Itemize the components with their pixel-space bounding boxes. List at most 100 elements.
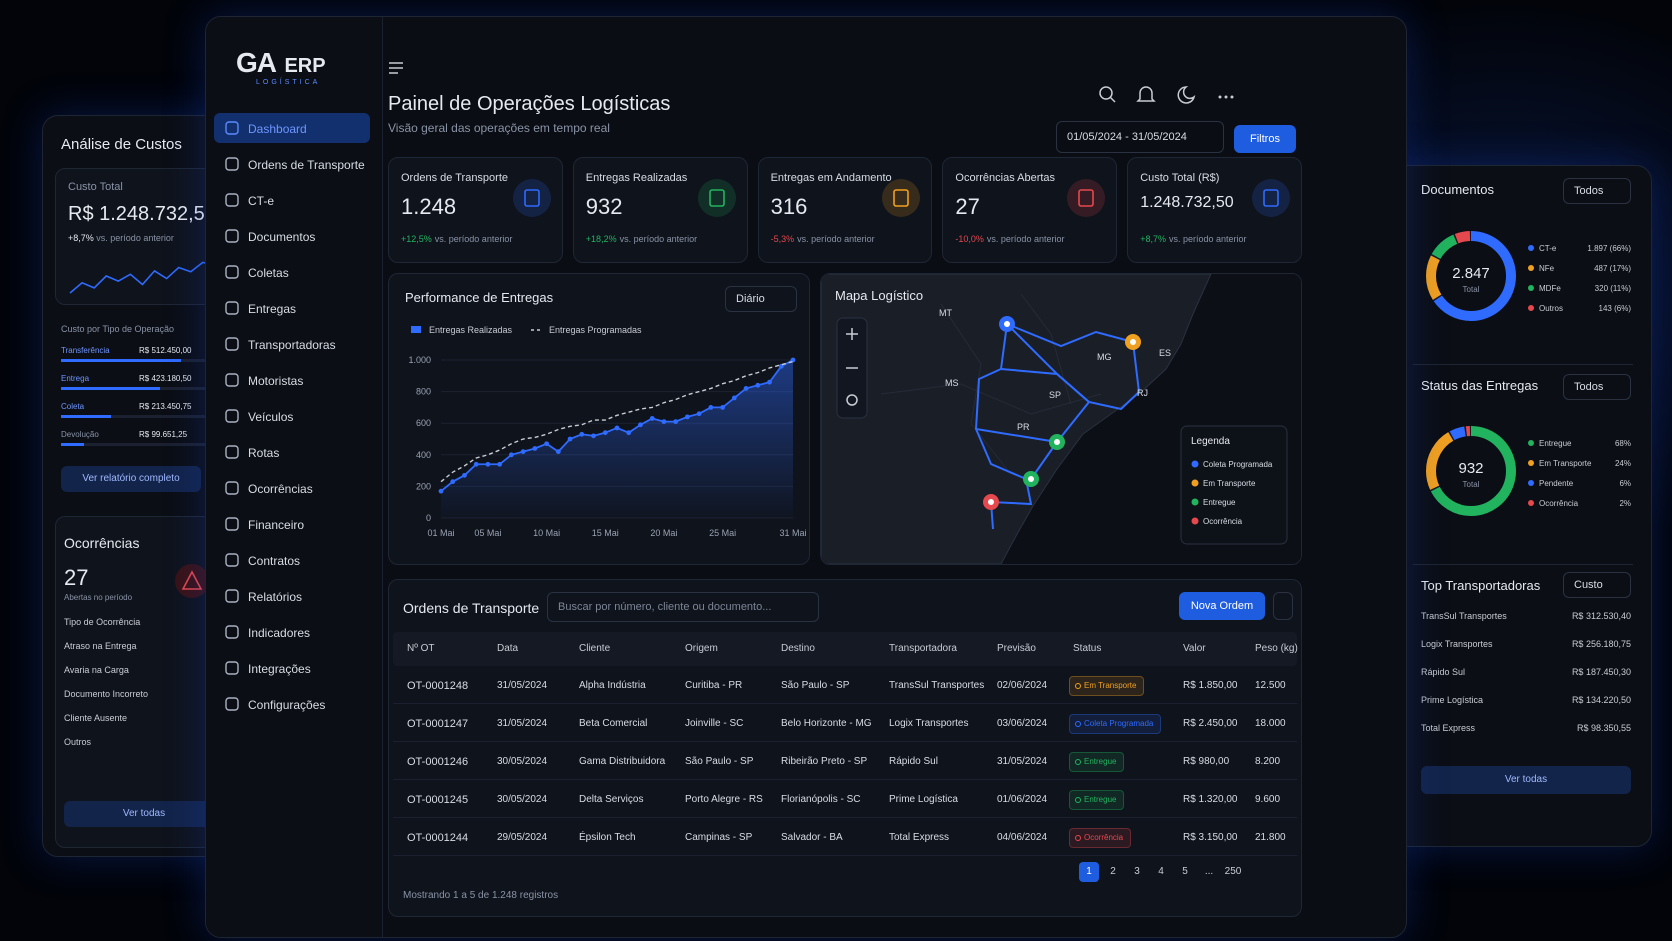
- occurrence-item: Cliente Ausente: [64, 713, 128, 723]
- status-dot: [1075, 683, 1081, 689]
- date-range[interactable]: 01/05/2024 - 31/05/2024: [1056, 121, 1224, 153]
- nav-label: Ocorrências: [248, 482, 313, 496]
- page-button[interactable]: 2: [1110, 866, 1116, 877]
- zoom-controls[interactable]: [836, 317, 868, 419]
- nav-icon-shape: [225, 265, 239, 279]
- nav-icon-shape: [225, 445, 239, 459]
- cell: 03/06/2024: [997, 718, 1048, 729]
- filter[interactable]: Todos: [1563, 374, 1631, 400]
- page-button[interactable]: 250: [1224, 866, 1242, 877]
- filter[interactable]: Custo: [1563, 572, 1631, 598]
- see-all-button[interactable]: Ver todas: [64, 801, 224, 827]
- nav-icon-shape: [225, 481, 239, 495]
- point: [485, 461, 491, 467]
- nav-item[interactable]: Entregas: [214, 293, 370, 323]
- point: [555, 449, 561, 455]
- point: [626, 430, 632, 436]
- page-button[interactable]: 3: [1134, 866, 1140, 877]
- legend-value: 1.897 (66%): [1587, 244, 1631, 253]
- nav-label: Financeiro: [248, 518, 305, 532]
- cell: R$ 3.150,00: [1183, 832, 1238, 843]
- legend-dot: [1191, 479, 1199, 487]
- carrier-value: R$ 187.450,30: [1571, 667, 1631, 677]
- period-select[interactable]: Diário: [725, 286, 797, 312]
- kpi-icon-glyph: [708, 189, 725, 207]
- more-button[interactable]: [1273, 592, 1293, 620]
- filter[interactable]: Todos: [1563, 178, 1631, 204]
- donut-segment: [1426, 231, 1516, 321]
- page-button[interactable]: 5: [1182, 866, 1188, 877]
- nav-label: Integrações: [248, 662, 311, 676]
- label: Custo Total: [68, 181, 123, 193]
- kpi-value: 316: [770, 194, 808, 219]
- nav-item[interactable]: Coletas: [214, 257, 370, 287]
- date-text: 01/05/2024 - 31/05/2024: [1067, 131, 1187, 143]
- nav-item[interactable]: Ocorrências: [214, 473, 370, 503]
- nav-item[interactable]: CT-e: [214, 185, 370, 215]
- legend-label: Entregas Programadas: [549, 325, 642, 335]
- type-amount: R$ 512.450,00: [139, 346, 192, 355]
- kpi-value: 1.248.732,50: [1140, 194, 1234, 211]
- nav-icon: [225, 121, 239, 135]
- point: [462, 472, 467, 478]
- see-all-button[interactable]: Ver todas: [1421, 766, 1631, 794]
- cell: Gama Distribuidora: [579, 756, 666, 767]
- state-label: ES: [1159, 348, 1171, 358]
- nav-item[interactable]: Integrações: [214, 653, 370, 683]
- nav-label: Documentos: [248, 230, 316, 244]
- carrier-name: Total Express: [1421, 723, 1476, 733]
- nav-item[interactable]: Transportadoras: [214, 329, 370, 359]
- nav-label: Dashboard: [248, 122, 307, 136]
- nav-item[interactable]: Rotas: [214, 437, 370, 467]
- nav-item[interactable]: Configurações: [214, 689, 370, 719]
- nav-item[interactable]: Indicadores: [214, 617, 370, 647]
- cell: Total Express: [889, 832, 950, 843]
- nav-item[interactable]: Financeiro: [214, 509, 370, 539]
- filter-button[interactable]: Filtros: [1234, 125, 1296, 153]
- page-button[interactable]: 1: [1079, 862, 1099, 882]
- new-order-button[interactable]: Nova Ordem: [1179, 592, 1265, 620]
- nav-item[interactable]: Documentos: [214, 221, 370, 251]
- sparkline-line: [69, 258, 228, 294]
- nav-label: Ordens de Transporte: [248, 158, 365, 172]
- row-divider: [393, 741, 1297, 742]
- status-pill: Entregue: [1069, 752, 1125, 772]
- search-box[interactable]: Buscar por número, cliente ou documento.…: [547, 592, 819, 622]
- nav-item[interactable]: Motoristas: [214, 365, 370, 395]
- point: [438, 488, 444, 494]
- report-button[interactable]: Ver relatório completo: [61, 466, 201, 492]
- change-text: vs. período anterior: [96, 233, 174, 243]
- map: MT MS SP MG ES RJ PR Legenda Coleta Prog…: [821, 274, 1301, 564]
- point: [720, 405, 725, 410]
- point: [544, 441, 549, 447]
- nav-item[interactable]: Contratos: [214, 545, 370, 575]
- nav-icon: [225, 445, 239, 459]
- line: [440, 360, 794, 483]
- nav-item[interactable]: Ordens de Transporte: [214, 149, 370, 179]
- type-name: Entrega: [61, 374, 90, 383]
- logo: GA ERP LOGÍSTICA: [236, 47, 326, 86]
- menu-icon[interactable]: [388, 61, 404, 75]
- y-tick-label: 0: [426, 513, 431, 523]
- state-label: MT: [939, 308, 952, 318]
- more-icon[interactable]: [1218, 95, 1234, 99]
- page-button[interactable]: 4: [1158, 866, 1164, 877]
- row-divider: [393, 817, 1297, 818]
- nav-icon-shape: [225, 373, 239, 387]
- nav-item[interactable]: Dashboard: [214, 113, 370, 143]
- point: [673, 419, 679, 425]
- legend-name: CT-e: [1539, 244, 1557, 253]
- point: [708, 405, 714, 410]
- type-bar: [61, 443, 85, 446]
- nav-item[interactable]: Relatórios: [214, 581, 370, 611]
- page-title: Painel de Operações Logísticas: [388, 93, 671, 115]
- carrier-name: Prime Logística: [1421, 695, 1484, 705]
- cell: 30/05/2024: [497, 756, 548, 767]
- cell: Épsilon Tech: [579, 832, 636, 843]
- page-button[interactable]: ...: [1204, 866, 1214, 877]
- theme-icon[interactable]: [1177, 86, 1196, 104]
- nav-item[interactable]: Veículos: [214, 401, 370, 431]
- bell-icon[interactable]: [1136, 86, 1156, 102]
- area: [441, 360, 793, 518]
- search-icon[interactable]: [1099, 86, 1116, 103]
